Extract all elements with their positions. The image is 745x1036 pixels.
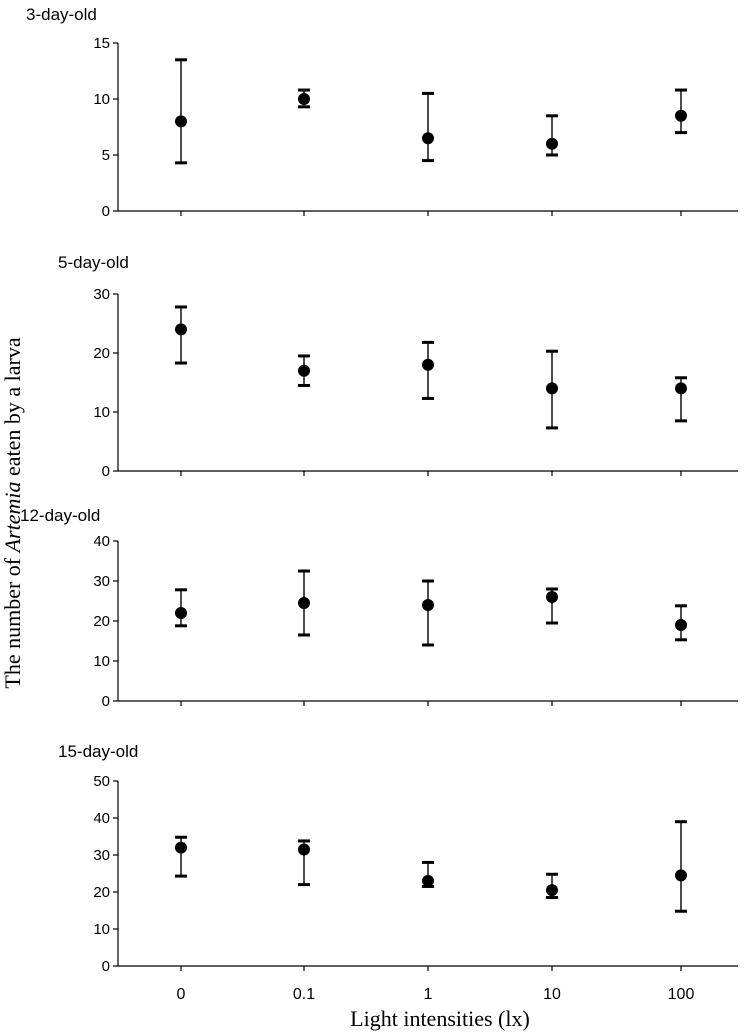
data-point [298,597,310,609]
y-tick-label: 30 [93,573,110,590]
data-point [546,137,558,150]
x-axis-title: Light intensities (lx) [350,1006,530,1031]
y-tick-label: 40 [93,810,110,827]
panel-2: 5-day-old 0 10 20 30 [58,253,738,480]
y-tick-label: 50 [93,773,110,790]
data-point [175,115,187,128]
data-point [175,841,187,854]
data-point [298,843,310,856]
data-point [175,323,187,336]
y-tick-label: 30 [93,286,110,303]
panel-title: 12-day-old [20,506,100,525]
y-tick-label: 0 [102,958,110,975]
data-point [422,132,434,145]
data-point [675,382,687,395]
y-tick-label: 10 [93,404,110,421]
panel-1: 3-day-old 0 5 10 15 [26,5,738,220]
data-point [175,607,187,619]
x-tick-label: 0.1 [293,986,315,1003]
x-tick-label: 10 [543,986,561,1003]
x-tick-label: 0 [177,986,186,1003]
y-tick-label: 40 [93,533,110,550]
panel-title: 5-day-old [58,253,129,272]
data-point [422,874,434,887]
y-axis-title: The number of Artemia eaten by a larva [0,337,25,688]
data-point [546,884,558,897]
data-point [546,382,558,395]
y-axis-title-prefix: The number of [0,552,25,688]
data-point [546,591,558,603]
data-point [298,364,310,377]
y-tick-label: 20 [93,613,110,630]
y-tick-label: 10 [93,921,110,938]
y-tick-label: 20 [93,345,110,362]
x-tick-label: 1 [424,986,433,1003]
y-axis-title-italic: Artemia [0,482,25,555]
y-tick-label: 20 [93,884,110,901]
y-tick-label: 0 [102,203,110,220]
y-tick-label: 5 [102,147,110,164]
panel-4: 15-day-old 0 10 20 30 40 50 0 0.1 1 10 100 [58,742,738,1003]
data-point [422,599,434,611]
y-tick-label: 10 [93,653,110,670]
x-tick-label: 100 [668,986,695,1003]
panel-title: 15-day-old [58,742,138,761]
y-tick-label: 10 [93,91,110,108]
panel-title: 3-day-old [26,5,97,24]
data-point [422,358,434,371]
chart-panels: 3-day-old0510155-day-old010203012-day-ol… [20,5,738,1003]
data-point [675,869,687,882]
y-tick-label: 0 [102,463,110,480]
y-tick-label: 30 [93,847,110,864]
data-point [298,93,310,105]
y-axis-title-suffix: eaten by a larva [0,337,25,476]
panel-3: 12-day-old 0 10 20 30 40 [20,506,738,710]
y-tick-label: 15 [93,35,110,52]
data-point [675,109,687,122]
y-tick-label: 0 [102,693,110,710]
data-point [675,619,687,631]
